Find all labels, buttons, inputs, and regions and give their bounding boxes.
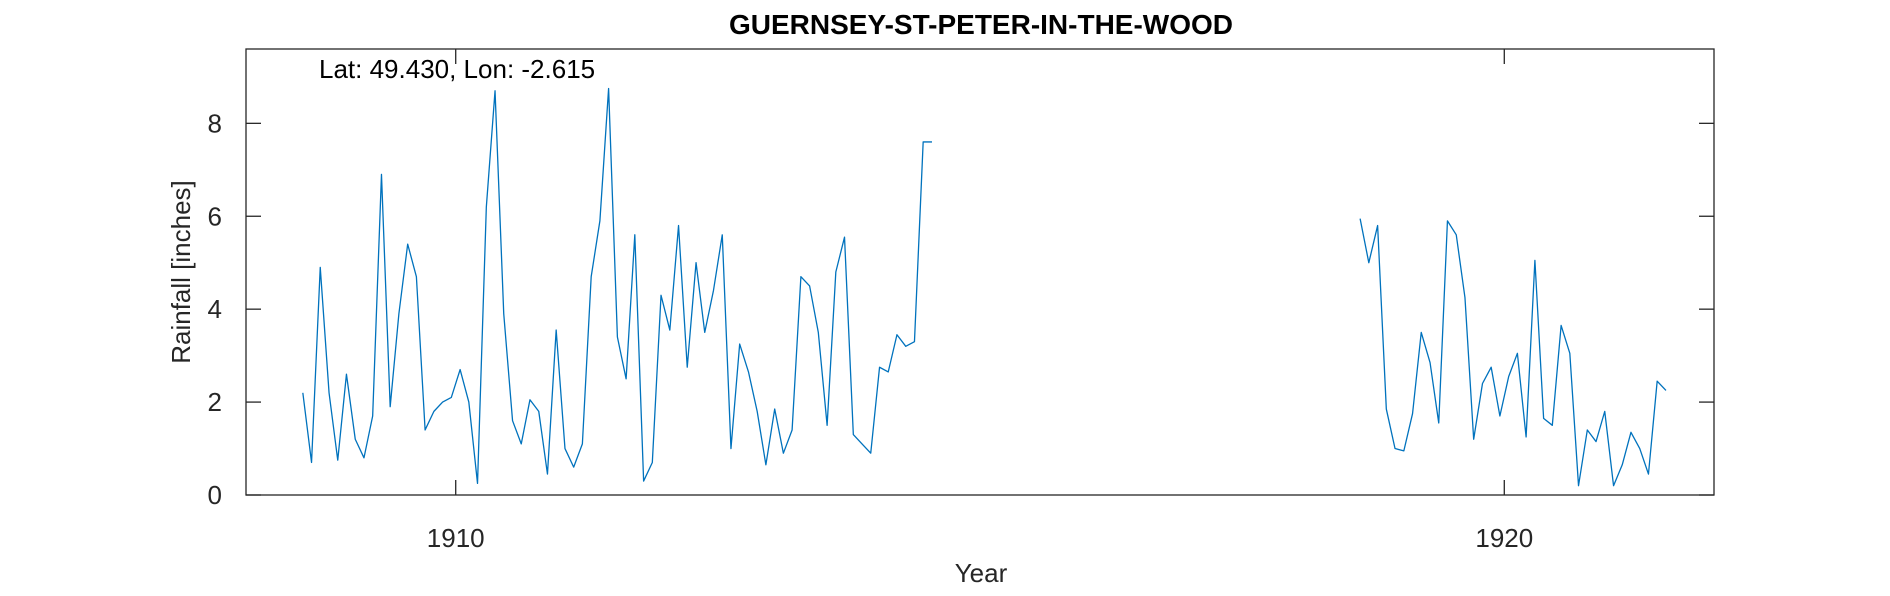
lat-lon-annotation: Lat: 49.430, Lon: -2.615 xyxy=(319,54,595,84)
series-line-segment-1 xyxy=(302,87,932,485)
series-layer xyxy=(302,87,1667,487)
series-line-segment-2 xyxy=(1359,218,1667,487)
y-axis-label: Rainfall [inches] xyxy=(166,180,196,364)
axes-layer: 0 2 4 6 8 1910 1920 xyxy=(208,48,1715,553)
y-tick-label: 0 xyxy=(208,480,222,510)
x-tick-label: 1920 xyxy=(1475,523,1533,553)
axes-box xyxy=(245,48,1715,496)
chart-title: GUERNSEY-ST-PETER-IN-THE-WOOD xyxy=(729,9,1233,40)
y-tick-label: 4 xyxy=(208,294,222,324)
x-axis-label: Year xyxy=(955,558,1008,588)
x-tick-label: 1910 xyxy=(427,523,485,553)
plot-area xyxy=(246,49,1714,495)
y-tick-label: 6 xyxy=(208,201,222,231)
y-tick-label: 8 xyxy=(208,108,222,138)
y-tick-label: 2 xyxy=(208,387,222,417)
